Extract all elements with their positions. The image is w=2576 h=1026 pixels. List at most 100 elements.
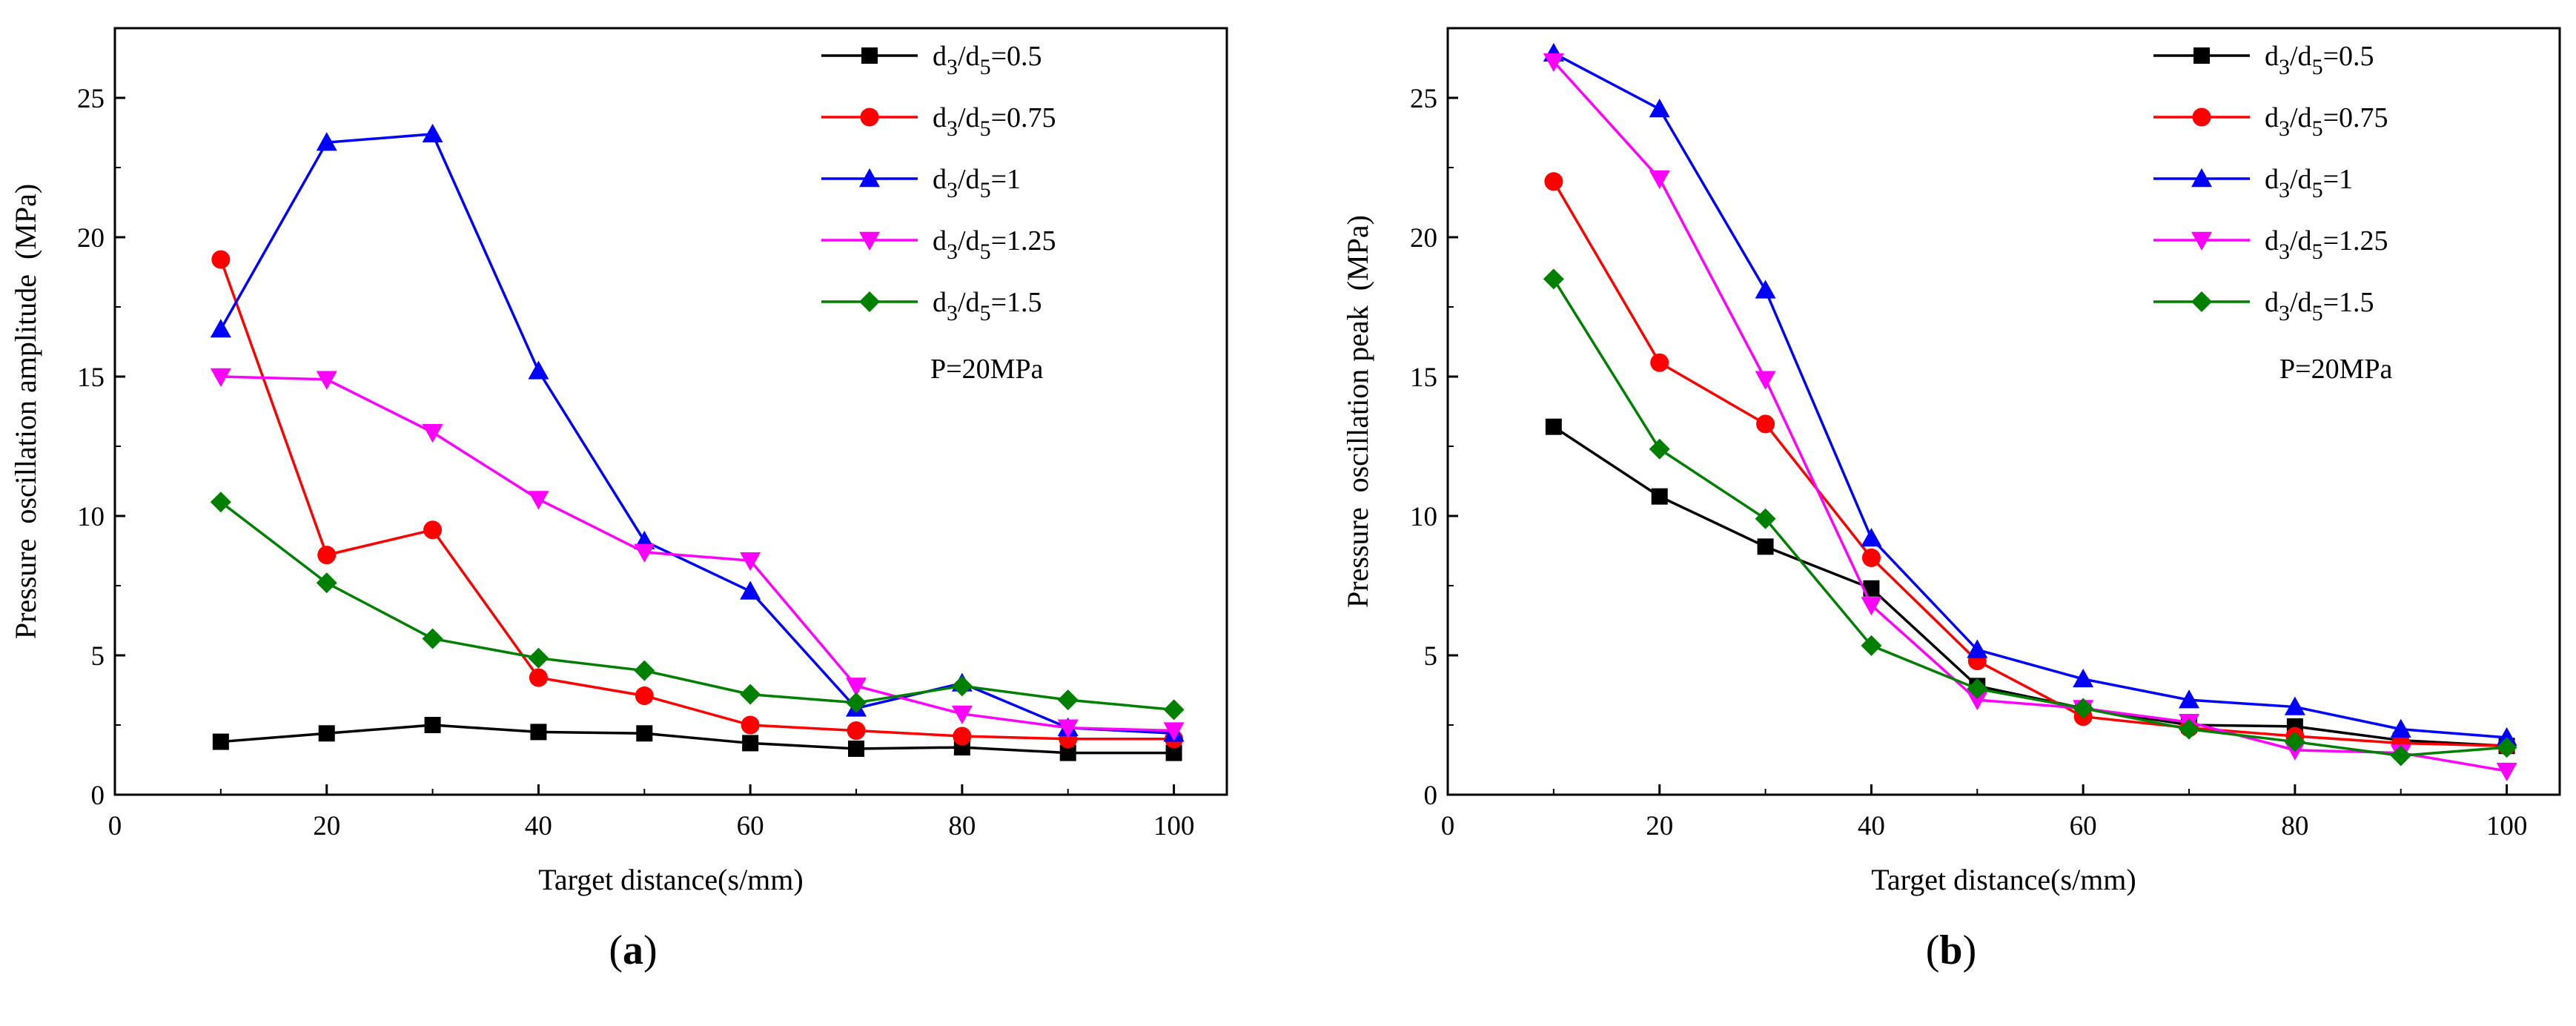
data-point	[529, 668, 548, 687]
legend-entry: d3/d5=1.5	[933, 287, 1042, 325]
data-point	[423, 520, 443, 540]
series-line	[219, 500, 1174, 712]
series-3	[210, 123, 1185, 742]
panel-label: (b)	[1926, 927, 1976, 973]
data-point	[1863, 580, 1880, 597]
y-tick-label: 15	[77, 363, 105, 393]
data-point	[2390, 718, 2411, 738]
data-point	[742, 735, 759, 752]
data-point	[422, 424, 443, 443]
y-axis-label: Pressure oscillation peak (MPa)	[1341, 215, 1374, 608]
data-point	[1755, 371, 1776, 390]
legend-marker	[861, 47, 878, 64]
x-axis-label: Target distance(s/mm)	[1871, 863, 2136, 896]
data-point	[1163, 699, 1185, 721]
x-tick-label: 60	[2070, 811, 2097, 841]
data-point	[740, 552, 761, 572]
chart-panel-a: 0 20 40 60 80 100 0 5 10 15 20 25 Target distance(s/…	[9, 27, 1228, 973]
data-point	[1057, 719, 1079, 738]
data-point	[1861, 548, 1881, 567]
legend-entry: d3/d5=0.75	[2265, 102, 2388, 141]
data-point	[1543, 268, 1564, 290]
data-point	[1544, 172, 1563, 191]
series-line	[1552, 180, 2507, 747]
data-point	[530, 724, 547, 741]
legend-marker	[2193, 47, 2210, 64]
x-tick-label: 20	[313, 811, 340, 841]
legend-marker	[2191, 291, 2212, 312]
y-tick-label: 0	[1424, 781, 1438, 811]
data-point	[740, 684, 761, 705]
data-point	[210, 368, 231, 387]
data-point	[634, 660, 655, 681]
data-point	[2390, 745, 2411, 767]
data-point	[422, 123, 443, 143]
y-tick-label: 10	[77, 502, 105, 532]
data-point	[1650, 353, 1669, 372]
x-tick-label: 60	[737, 811, 764, 841]
data-point	[1967, 691, 1988, 711]
plot-frame	[113, 27, 1228, 796]
data-point	[1755, 279, 1776, 299]
data-point	[2496, 727, 2517, 747]
y-tick-label: 5	[1424, 641, 1438, 672]
plot-frame	[1446, 27, 2561, 796]
data-point	[847, 721, 866, 741]
data-point	[210, 492, 231, 513]
data-point	[316, 572, 337, 594]
y-axis-label: Pressure oscillation amplitude (MPa)	[9, 184, 42, 639]
pressure-annotation: P=20MPa	[930, 354, 1043, 385]
series-4	[210, 368, 1185, 741]
data-point	[1649, 438, 1670, 460]
series-line	[1552, 60, 2507, 772]
data-point	[1057, 689, 1079, 711]
data-point	[1755, 508, 1776, 529]
data-point	[634, 543, 655, 563]
series-line	[1552, 278, 2507, 758]
data-point	[1756, 414, 1775, 434]
legend: d3/d5=0.5 d3/d5=0.75 d3/d5=1 d3/d5=1.25 d3/d…	[2153, 41, 2388, 325]
data-point	[846, 692, 867, 713]
data-point	[635, 686, 654, 706]
data-point	[2496, 762, 2517, 782]
data-point	[846, 678, 867, 697]
series-line	[1553, 52, 2507, 739]
data-point	[1059, 744, 1076, 761]
panel-label: (a)	[609, 927, 657, 973]
data-point	[1545, 418, 1562, 435]
y-tick-label: 10	[1410, 502, 1437, 532]
data-point	[316, 132, 337, 151]
data-point	[2179, 718, 2199, 740]
data-point	[212, 733, 229, 750]
pressure-annotation: P=20MPa	[2279, 354, 2392, 385]
legend-marker	[2192, 107, 2211, 127]
data-point	[1861, 528, 1882, 547]
series-line	[219, 133, 1174, 735]
data-point	[210, 319, 231, 338]
legend-entry: d3/d5=1.25	[933, 225, 1056, 264]
data-point	[528, 647, 549, 669]
data-point	[424, 717, 441, 733]
data-point	[2284, 696, 2305, 715]
data-point	[1861, 635, 1882, 656]
data-point	[2073, 668, 2094, 688]
data-point	[636, 725, 653, 742]
x-tick-label: 40	[525, 811, 552, 841]
data-point	[1861, 597, 1882, 616]
x-axis-label: Target distance(s/mm)	[538, 863, 803, 896]
x-tick-label: 100	[2486, 811, 2528, 841]
legend-entry: d3/d5=1.25	[2265, 225, 2388, 264]
legend-marker	[2191, 231, 2212, 251]
data-point	[317, 546, 337, 565]
data-point	[1651, 488, 1668, 505]
y-tick-label: 15	[1410, 363, 1437, 393]
series-1	[212, 717, 1182, 761]
y-tick-label: 25	[77, 84, 105, 114]
data-point	[2496, 737, 2517, 758]
legend-entry: d3/d5=1	[2265, 164, 2353, 202]
series-2	[1544, 172, 2517, 755]
legend-entry: d3/d5=0.5	[2265, 41, 2374, 79]
series-3	[1543, 42, 2517, 747]
data-point	[951, 705, 973, 724]
